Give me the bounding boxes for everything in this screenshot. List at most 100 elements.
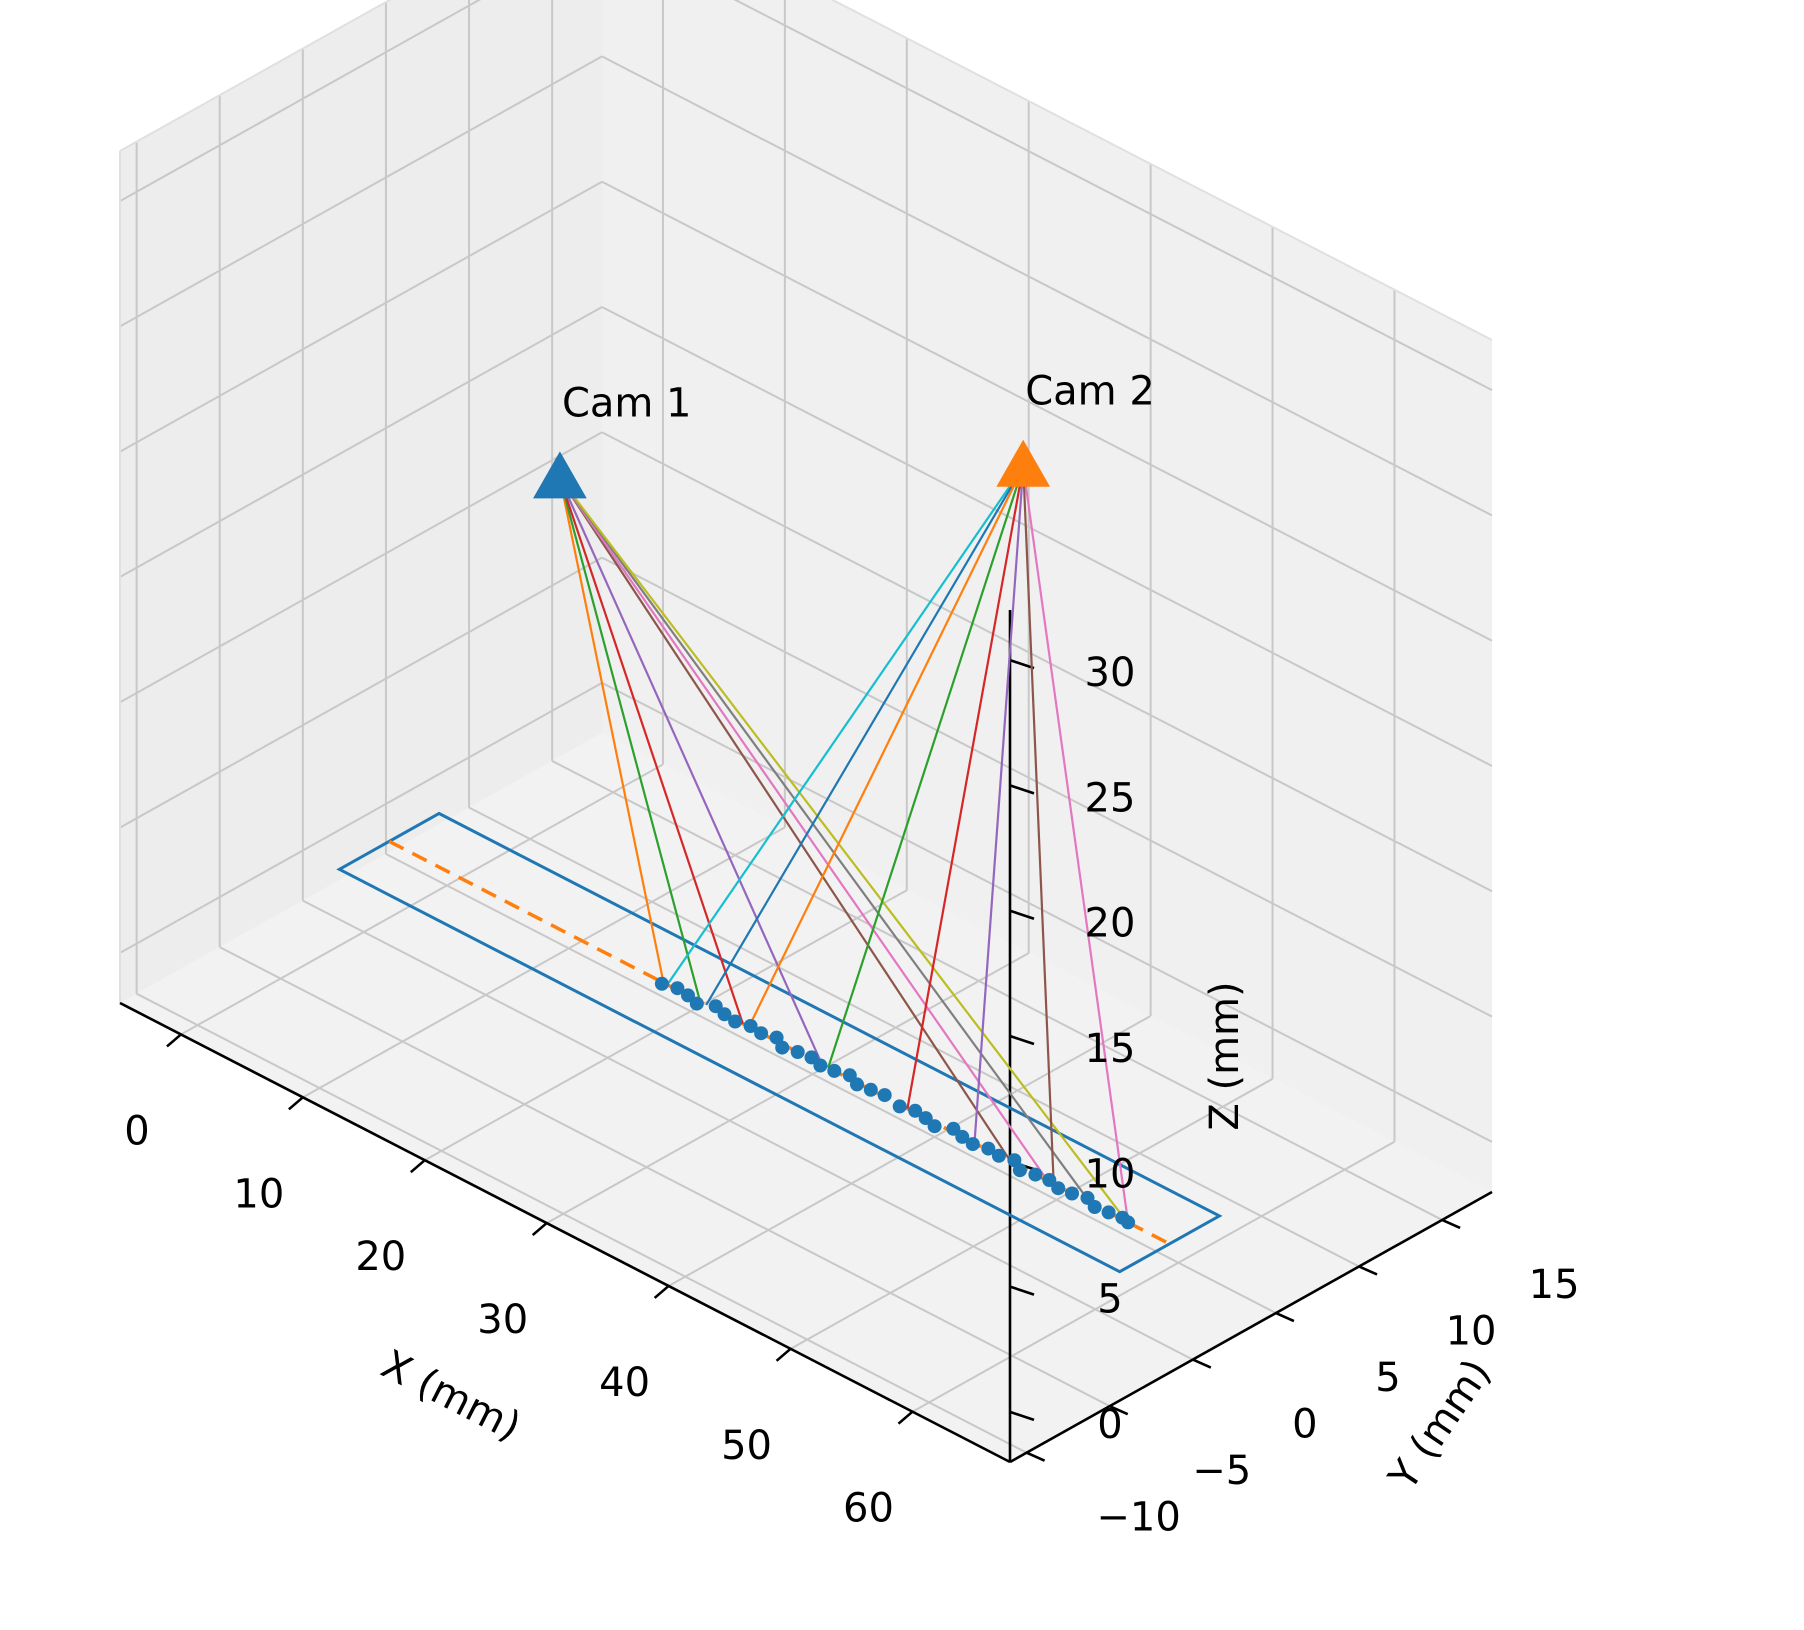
camera-ray <box>558 478 702 1003</box>
track-point <box>813 1058 828 1073</box>
z-tick-label: 15 <box>1085 1026 1136 1072</box>
axis-panes <box>120 0 1492 1462</box>
z-tick <box>1009 1285 1035 1296</box>
y-tick-label: −10 <box>1096 1495 1180 1541</box>
x-axis-title: X (mm) <box>374 1342 528 1451</box>
y-tick <box>1358 1265 1378 1276</box>
camera-marker <box>533 451 587 499</box>
grid-z-left <box>119 556 603 829</box>
track-point <box>991 1148 1006 1163</box>
track-point <box>1012 1163 1027 1178</box>
track-point <box>1051 1181 1066 1196</box>
grid-x-floor <box>180 763 664 1036</box>
track-point <box>754 1026 769 1041</box>
grid-y-floor <box>551 760 1443 1221</box>
camera-ray <box>559 477 1012 1163</box>
z-tick-label: 5 <box>1097 1277 1122 1323</box>
grid-z-left <box>119 0 482 202</box>
grid-y-floor <box>302 899 1194 1361</box>
track-point <box>918 1111 933 1126</box>
x-tick <box>775 1347 792 1362</box>
z-axis-title: Z (mm) <box>1202 981 1248 1130</box>
z-tick-label: 0 <box>1097 1402 1122 1448</box>
track-point <box>681 988 695 1003</box>
grid-z-back <box>601 681 1493 1143</box>
camera-ray <box>973 466 1025 1144</box>
grid-z-left <box>119 682 603 954</box>
y-tick <box>1109 1404 1129 1416</box>
camera-ray <box>559 477 1092 1204</box>
track-point <box>708 999 723 1014</box>
y-tick <box>1192 1358 1212 1369</box>
x-tick-label: 20 <box>355 1234 406 1280</box>
track-point <box>654 976 669 991</box>
camera-ray <box>559 477 1128 1223</box>
x-tick-label: 40 <box>599 1360 650 1406</box>
plate-outline <box>336 811 1223 1274</box>
x-tick <box>531 1222 548 1237</box>
track-point <box>946 1121 961 1136</box>
camera-ray <box>906 466 1025 1109</box>
grid-x-floor <box>302 826 786 1099</box>
y-tick-label: 0 <box>1292 1402 1317 1448</box>
track-point <box>908 1103 923 1118</box>
y-tick <box>1275 1311 1295 1323</box>
camera-ray <box>558 478 665 984</box>
grid-x-floor <box>424 889 908 1162</box>
z-tick <box>1009 1410 1035 1422</box>
track-point <box>863 1082 878 1097</box>
grid-z-back <box>601 431 1493 893</box>
z-tick <box>1009 784 1035 795</box>
camera-ray <box>747 466 1025 1028</box>
x-tick <box>409 1159 426 1174</box>
x-tick <box>897 1410 914 1425</box>
track-point <box>790 1045 805 1059</box>
track-point <box>892 1099 907 1114</box>
track-point <box>728 1014 743 1029</box>
grid-z-left <box>119 431 603 704</box>
y-tick <box>1026 1451 1046 1462</box>
camera-label: Cam 1 <box>562 380 692 426</box>
x-tick-label: 0 <box>124 1108 149 1154</box>
z-tick-label: 10 <box>1085 1151 1136 1197</box>
x-tick <box>288 1096 304 1111</box>
grid-z-back <box>601 306 1493 767</box>
grid-x-floor <box>668 1015 1152 1287</box>
track-point <box>804 1050 819 1065</box>
x-tick-label: 10 <box>233 1171 284 1217</box>
grid-z-left <box>119 180 603 453</box>
grid-x-floor <box>911 1140 1395 1413</box>
track-point <box>1121 1215 1136 1230</box>
pane-edge-top-left <box>119 0 392 152</box>
camera-ray <box>1022 466 1130 1223</box>
z-tick-label: 25 <box>1085 775 1136 821</box>
camera-ray <box>1022 466 1055 1185</box>
grid-y-floor <box>219 946 1111 1408</box>
y-tick <box>1441 1218 1461 1230</box>
track-point <box>743 1019 758 1033</box>
track-point <box>955 1129 970 1144</box>
track-point <box>1087 1200 1102 1214</box>
x-tick-label: 30 <box>477 1297 528 1343</box>
x-tick <box>166 1033 182 1048</box>
x-tick-label: 60 <box>843 1486 894 1532</box>
camera-ray <box>827 466 1025 1069</box>
y-tick-label: 10 <box>1446 1308 1497 1354</box>
track-point <box>670 981 685 996</box>
camera-ray <box>705 466 1025 1006</box>
track-point <box>1028 1167 1043 1182</box>
y-axis-line <box>1009 1190 1493 1464</box>
grid-y-floor <box>468 806 1360 1268</box>
track-point <box>717 1007 732 1022</box>
camera-label: Cam 2 <box>1025 369 1155 415</box>
x-tick-label: 50 <box>721 1423 772 1469</box>
track-point <box>827 1063 842 1078</box>
grid-x-floor <box>546 952 1030 1224</box>
z-tick <box>1009 909 1035 920</box>
x-axis-line <box>119 1001 1011 1464</box>
grid-z-back <box>601 55 1493 517</box>
grid-z-back <box>733 0 1493 392</box>
back-pane <box>602 0 1492 1192</box>
